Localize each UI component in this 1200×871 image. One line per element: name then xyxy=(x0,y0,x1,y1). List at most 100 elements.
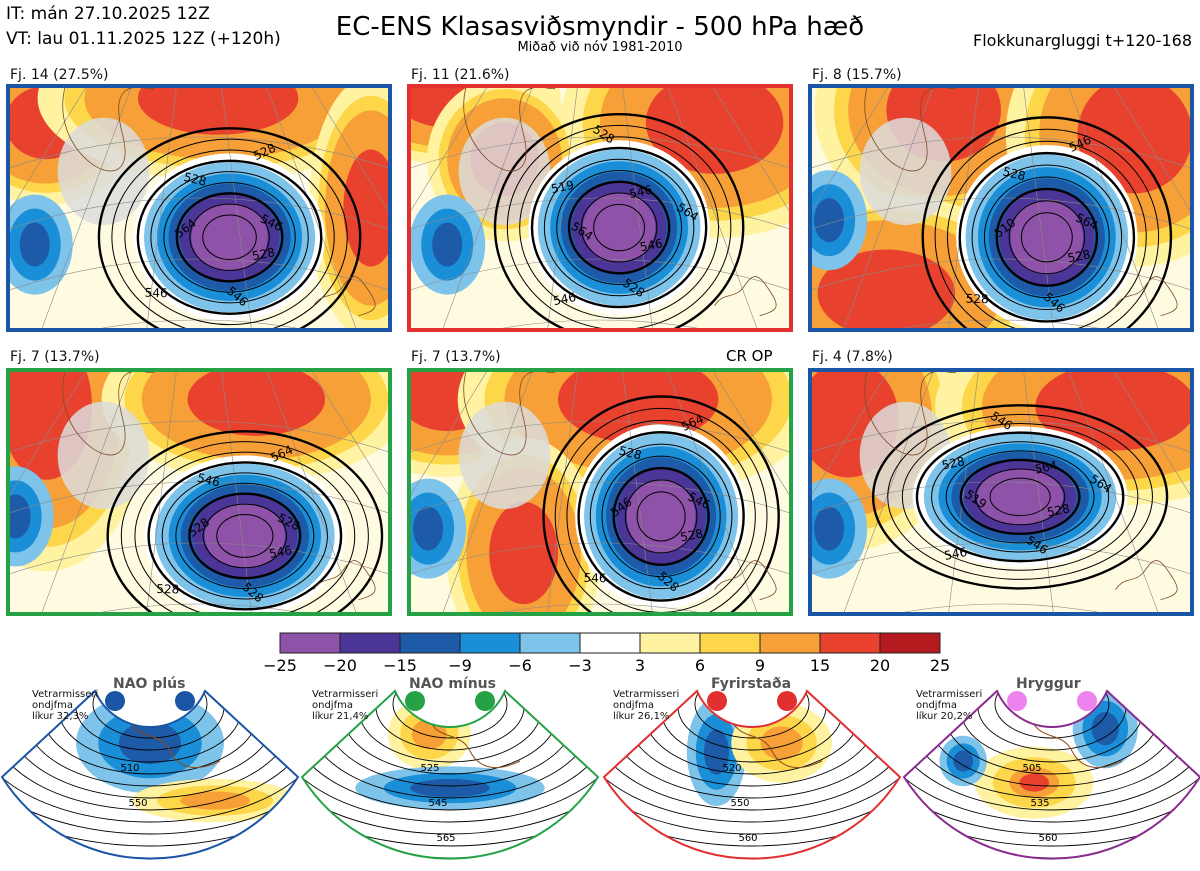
coastline-europe xyxy=(714,560,777,600)
meridian-line xyxy=(810,370,890,499)
meridian-line xyxy=(810,86,890,215)
regime-2-prob-line-1: Vetrarmisseri xyxy=(312,689,379,700)
colorbar-bin-2 xyxy=(339,632,401,654)
latitude-line xyxy=(892,603,1110,614)
regime-height-contour xyxy=(302,691,598,823)
warm-anomaly-3-peak xyxy=(489,501,558,605)
meridian-line xyxy=(1112,370,1192,499)
regime-cold-core xyxy=(410,778,490,798)
coastline-europe xyxy=(313,276,376,316)
height-contour-2 xyxy=(202,503,288,569)
meridian-line xyxy=(547,86,578,330)
height-contour-7 xyxy=(134,451,356,614)
regime-4-dot-left xyxy=(1007,691,1027,711)
contour-label: 546 xyxy=(628,183,653,202)
warm-anomaly-2-peak xyxy=(1035,370,1192,451)
regime-4-prob: Vetrarmisseri ondjfma líkur 20,2% xyxy=(916,689,982,722)
warm-anomaly-2-peak xyxy=(645,86,784,174)
latitude-line xyxy=(90,603,308,614)
height-contour-1 xyxy=(636,491,686,542)
regime-contour-label: 520 xyxy=(722,763,741,774)
meridian-line xyxy=(310,370,390,499)
colorbar-tick-label: 20 xyxy=(870,656,890,675)
regime-warm-core xyxy=(180,791,250,810)
colorbar-bin-9 xyxy=(759,632,821,654)
latitude-line xyxy=(8,420,390,453)
warm-anomaly-3-peak xyxy=(343,149,390,267)
height-contour-4 xyxy=(601,455,721,578)
contour-label: 528 xyxy=(1046,501,1071,519)
regime-3-prob-line-1: Vetrarmisseri xyxy=(613,689,680,700)
regime-height-contour xyxy=(302,691,598,811)
meridian-line xyxy=(409,370,489,499)
height-contour-9 xyxy=(871,404,1169,590)
regime-3-dot-right xyxy=(777,691,797,711)
height-contour-5 xyxy=(161,472,328,600)
height-contour-1 xyxy=(1020,212,1073,263)
regime-height-contour xyxy=(904,691,1200,811)
regime-cold-core xyxy=(704,729,729,775)
height-contour-8 xyxy=(887,413,1153,580)
regime-height-contour xyxy=(904,691,1200,823)
height-contour-7 xyxy=(124,149,335,326)
latitude-line xyxy=(892,319,1110,330)
panel-1-label: Fj. 14 (27.5%) xyxy=(10,67,109,83)
regime-contour-label: 565 xyxy=(436,833,455,844)
height-contour-4 xyxy=(983,176,1110,299)
regime-contour-label: 560 xyxy=(1038,833,1057,844)
secondary-cold-core xyxy=(413,506,444,551)
panel-4-label: Fj. 7 (13.7%) xyxy=(10,349,100,365)
regime-cold-core xyxy=(118,721,182,765)
latitude-line xyxy=(8,136,390,169)
greenland-shading xyxy=(57,117,150,226)
colorbar-bin-1 xyxy=(279,632,341,654)
regime-contour-label: 550 xyxy=(730,798,749,809)
cluster-panels: 5285465465645285285465465285465645195285… xyxy=(6,84,1194,616)
height-contour-6 xyxy=(147,461,343,611)
regime-1-prob-line-2: ondjfma xyxy=(32,700,73,711)
regime-contour-label: 535 xyxy=(1030,798,1049,809)
meridian-line xyxy=(310,86,390,215)
meridian-line xyxy=(409,86,489,215)
latitude-line xyxy=(491,319,709,330)
regime-height-contour xyxy=(302,691,598,847)
height-contour-9 xyxy=(97,127,362,330)
latitude-line xyxy=(90,319,308,330)
latitude-line xyxy=(409,420,791,453)
height-contour-6 xyxy=(136,159,323,315)
anomaly-colorbar: −25 −20 −15 −9 −6 −3 3 6 9 15 20 25 xyxy=(263,632,950,675)
meridian-line xyxy=(711,86,791,215)
contour-label: 546 xyxy=(145,286,168,301)
regime-4-name: Hryggur xyxy=(1016,676,1081,692)
warm-anomaly-2-peak xyxy=(558,370,719,444)
contour-label: 546 xyxy=(583,571,606,586)
meridian-line xyxy=(41,370,132,614)
panel-5-frame xyxy=(407,368,793,616)
cold-anomaly-band-5 xyxy=(977,468,1064,526)
meridian-line xyxy=(948,86,979,330)
height-contour-6 xyxy=(530,146,708,309)
height-contour-3 xyxy=(995,187,1099,287)
meridian-line xyxy=(843,370,934,614)
colorbar-bin-10 xyxy=(819,632,881,654)
regime-1-prob-line-3: líkur 32,3% xyxy=(32,711,89,722)
panel-6-label: Fj. 4 (7.8%) xyxy=(812,349,893,365)
secondary-cold-core xyxy=(8,494,31,539)
height-contour-4 xyxy=(175,482,315,590)
regime-contour-label: 560 xyxy=(738,833,757,844)
meridian-line xyxy=(146,86,177,330)
regime-height-contour xyxy=(302,691,598,835)
height-contour-5 xyxy=(931,441,1110,553)
meridian-line xyxy=(1068,86,1159,330)
height-contour-1 xyxy=(593,203,646,252)
panel-1-frame xyxy=(6,84,392,332)
regime-1-dot-right xyxy=(175,691,195,711)
meridian-line xyxy=(221,370,252,614)
meridian-line xyxy=(266,370,357,614)
warm-anomaly-3-peak xyxy=(817,249,956,330)
cold-anomaly-band-5 xyxy=(1010,200,1084,275)
regime-3-name: Fyrirstaða xyxy=(711,676,792,692)
greenland-shading xyxy=(859,117,952,226)
